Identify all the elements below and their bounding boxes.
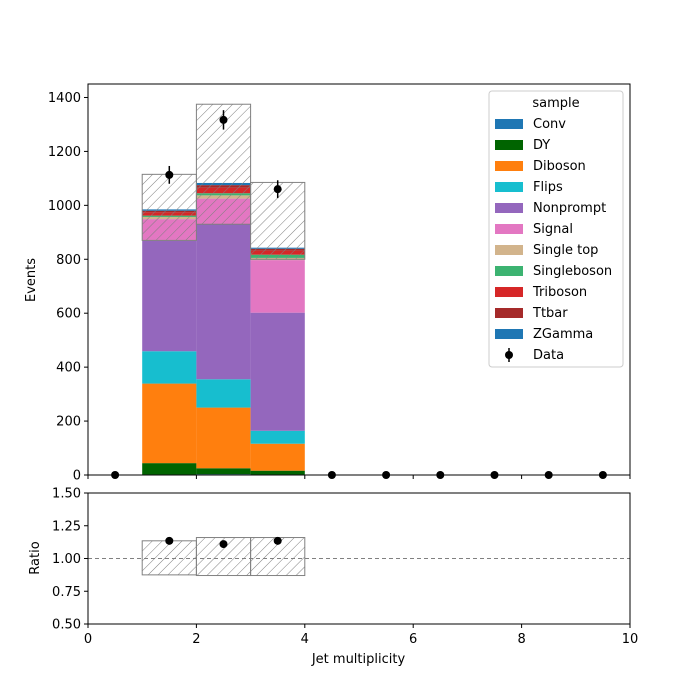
legend-swatch-singleboson xyxy=(495,266,523,276)
x-tick-label: 8 xyxy=(517,632,525,647)
bar-dy-bin-1 xyxy=(142,463,197,475)
ratio-y-axis-label: Ratio xyxy=(28,541,43,574)
bar-nonprompt-bin-1 xyxy=(142,240,197,352)
ratio-y-tick-label: 1.00 xyxy=(52,552,81,567)
main-plot-panel: 0 200 400 600 800 1000 1200 1400 xyxy=(48,83,631,484)
legend-swatch-flips xyxy=(495,182,523,192)
bar-diboson-bin-1 xyxy=(142,383,197,464)
bar-flips-bin-2 xyxy=(196,379,251,408)
ratio-y-tick-label: 0.75 xyxy=(52,585,81,600)
ratio-point-2 xyxy=(273,536,282,545)
bar-signal-bin-3 xyxy=(250,260,305,313)
legend-label-singleboson: Singleboson xyxy=(533,264,612,279)
legend-swatch-ttbar xyxy=(495,308,523,318)
main-y-tick-label: 1200 xyxy=(48,145,81,160)
legend-swatch-triboson xyxy=(495,287,523,297)
bar-nonprompt-bin-3 xyxy=(250,312,305,431)
data-point-3 xyxy=(273,185,282,194)
x-tick-label: 6 xyxy=(409,632,417,647)
legend-label-nonprompt: Nonprompt xyxy=(533,201,606,216)
legend-frame xyxy=(488,90,624,368)
legend-swatch-nonprompt xyxy=(495,203,523,213)
main-y-tick-label: 1400 xyxy=(48,91,81,106)
legend-label-zgamma: ZGamma xyxy=(533,327,593,342)
main-y-tick-label: 0 xyxy=(73,469,81,484)
main-y-tick-label: 400 xyxy=(56,361,81,376)
legend-swatch-signal xyxy=(495,224,523,234)
legend-data-marker xyxy=(505,351,513,359)
ratio-plot-panel: 0.50 0.75 1.00 1.25 1.50 0 2 4 6 8 10 xyxy=(52,487,638,648)
main-y-tick-label: 1000 xyxy=(48,199,81,214)
x-tick-label: 10 xyxy=(622,632,639,647)
x-axis-label: Jet multiplicity xyxy=(311,652,406,667)
legend-label-single-top: Single top xyxy=(533,243,598,258)
legend-swatch-dy xyxy=(495,140,523,150)
main-y-axis-label: Events xyxy=(24,258,39,302)
main-axes-frame xyxy=(87,83,631,476)
ratio-y-tick-label: 1.25 xyxy=(52,519,81,534)
bar-flips-bin-1 xyxy=(142,351,197,384)
ratio-uncertainty-band-0 xyxy=(141,540,197,576)
x-tick-label: 4 xyxy=(301,632,309,647)
data-point-2 xyxy=(219,115,228,124)
bar-diboson-bin-3 xyxy=(250,443,305,471)
legend-label-flips: Flips xyxy=(533,180,563,195)
legend-label-triboson: Triboson xyxy=(532,285,587,300)
legend-label-diboson: Diboson xyxy=(533,159,586,174)
x-tick-label: 0 xyxy=(84,632,92,647)
bar-nonprompt-bin-2 xyxy=(196,224,251,380)
ratio-point-1 xyxy=(219,540,228,549)
main-y-tick-label: 800 xyxy=(56,253,81,268)
legend-label-data: Data xyxy=(533,348,564,363)
bar-diboson-bin-2 xyxy=(196,407,251,469)
bar-flips-bin-3 xyxy=(250,430,305,444)
legend-label-signal: Signal xyxy=(533,222,573,237)
legend-swatch-conv xyxy=(495,119,523,129)
legend-swatch-single-top xyxy=(495,245,523,255)
legend-label-ttbar: Ttbar xyxy=(532,306,568,321)
ratio-y-tick-label: 1.50 xyxy=(52,487,81,502)
main-y-tick-label: 200 xyxy=(56,415,81,430)
mc-uncertainty-band-bin-1 xyxy=(141,173,197,241)
legend-label-conv: Conv xyxy=(533,117,566,132)
legend-swatch-diboson xyxy=(495,161,523,171)
ratio-point-0 xyxy=(165,536,174,545)
legend: sample Conv DY Diboson Flips Nonprompt Signal S… xyxy=(488,90,624,368)
data-point-1 xyxy=(165,170,174,179)
legend-swatch-zgamma xyxy=(495,329,523,339)
bar-dy-bin-2 xyxy=(196,468,251,475)
main-y-tick-label: 600 xyxy=(56,307,81,322)
x-tick-label: 2 xyxy=(192,632,200,647)
ratio-y-tick-label: 0.50 xyxy=(52,618,81,633)
bar-dy-bin-3 xyxy=(250,470,305,475)
legend-title: sample xyxy=(532,96,579,111)
legend-label-dy: DY xyxy=(533,138,550,153)
